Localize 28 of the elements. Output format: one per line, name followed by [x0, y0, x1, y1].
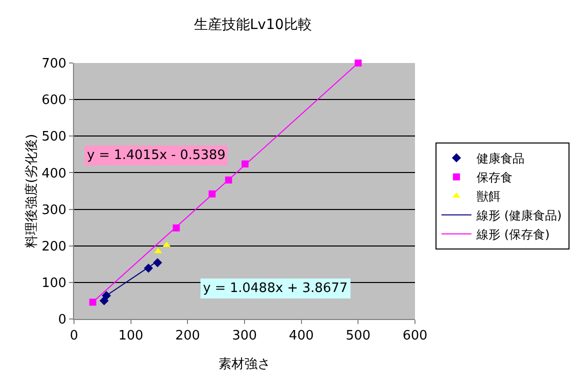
x-tick-label: 300	[232, 328, 257, 344]
annotation: y = 1.0488x + 3.8677	[203, 281, 348, 296]
legend-label: 線形 (保存食)	[475, 228, 550, 242]
x-tick-label: 0	[70, 328, 78, 344]
point	[89, 298, 96, 306]
y-tick-label: 100	[42, 276, 66, 291]
y-tick-label: 500	[42, 130, 66, 145]
annotation: y = 1.4015x - 0.5389	[87, 148, 226, 163]
x-tick-label: 200	[175, 328, 200, 344]
x-tick-label: 500	[346, 328, 371, 344]
y-tick-label: 600	[42, 93, 66, 108]
legend-label: 獣餌	[476, 190, 500, 204]
point	[354, 60, 362, 66]
x-axis-title: 素材強さ	[218, 357, 270, 372]
y-tick-label: 0	[58, 312, 66, 328]
y-axis-title: 料理後強度(劣化後)	[24, 134, 40, 248]
x-tick-label: 100	[118, 328, 144, 344]
point	[154, 248, 162, 254]
chart-title: 生産技能Lv10比較	[194, 17, 312, 34]
x-tick-label: 400	[288, 328, 314, 344]
x-tick-label: 600	[402, 328, 428, 344]
legend-label: 線形 (健康食品)	[475, 208, 562, 223]
legend-label: 健康食品	[476, 152, 524, 166]
y-tick-label: 400	[42, 166, 66, 182]
y-tick-label: 200	[42, 239, 66, 254]
legend-label: 保存食	[476, 170, 512, 185]
y-tick-label: 700	[42, 56, 66, 72]
y-tick-label: 300	[42, 202, 66, 218]
